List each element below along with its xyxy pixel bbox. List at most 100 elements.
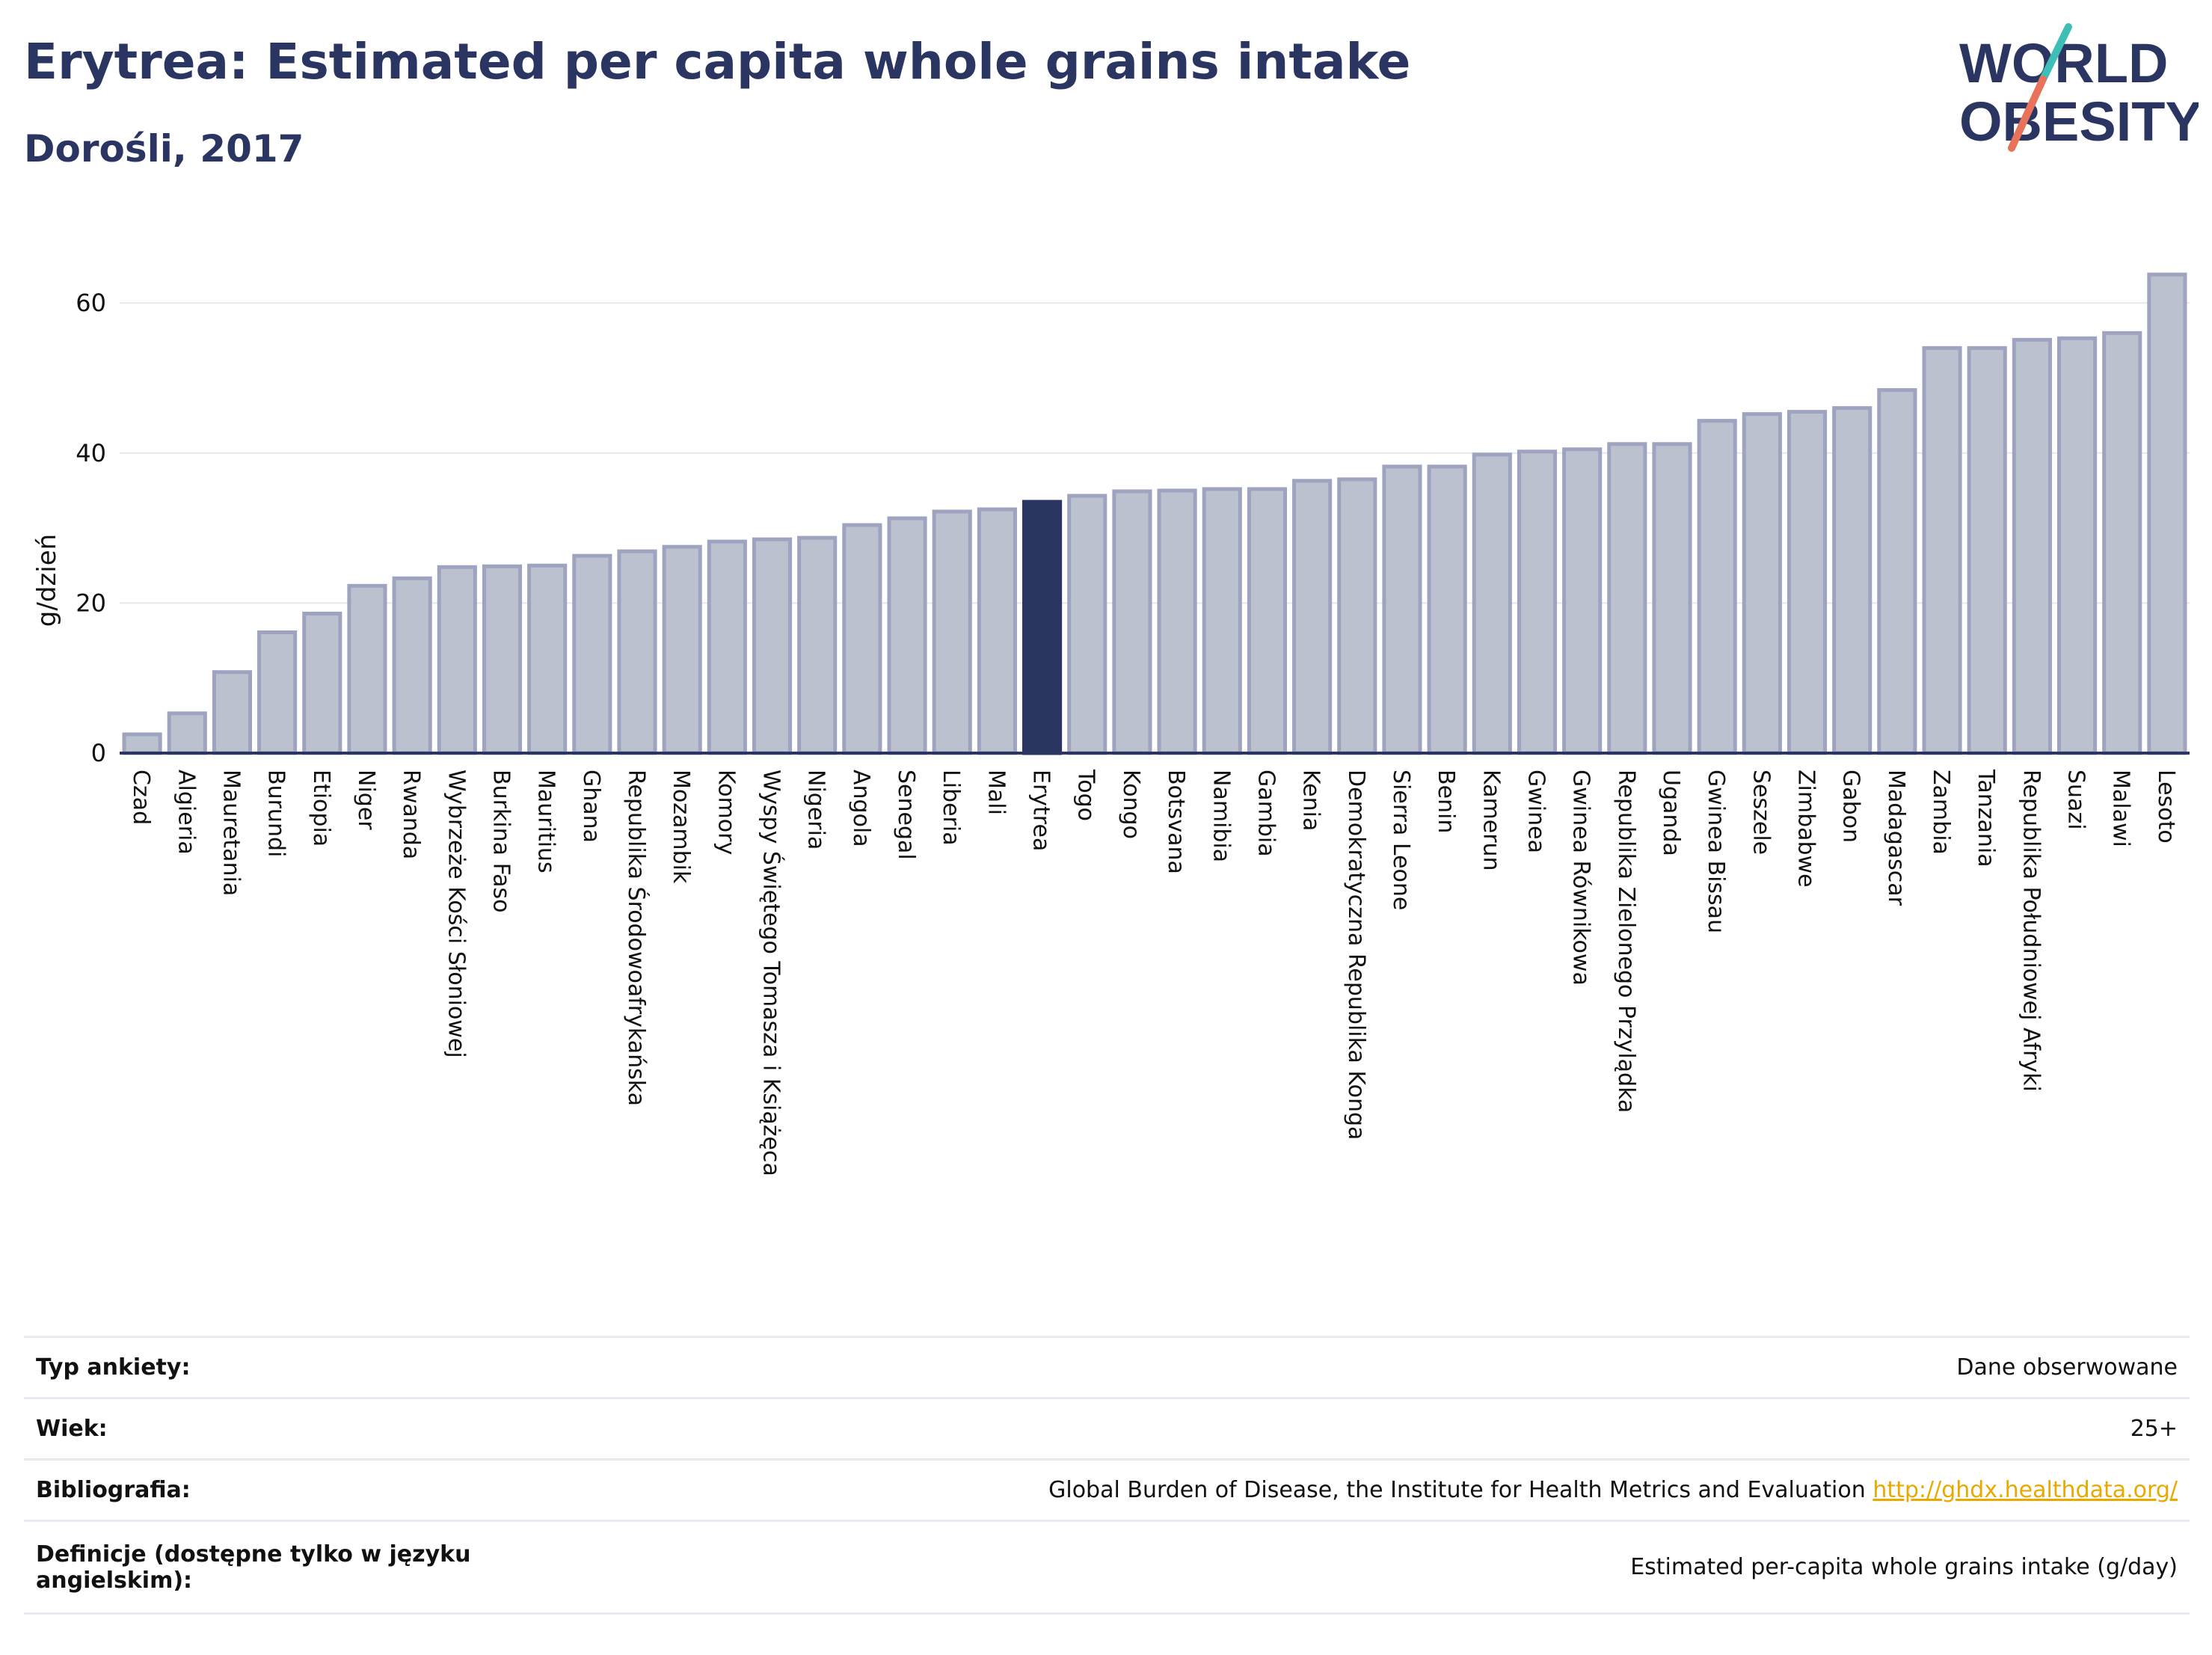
- x-tick-label: Czad: [128, 770, 154, 825]
- logo-slash-coral: [2008, 76, 2047, 152]
- bar-algieria[interactable]: [167, 711, 207, 755]
- source-link[interactable]: http://ghdx.healthdata.org/: [1872, 1477, 2178, 1503]
- y-tick-label: 40: [76, 439, 106, 467]
- detail-label: Typ ankiety:: [24, 1336, 556, 1398]
- detail-label: Wiek:: [24, 1397, 556, 1460]
- x-tick-label: Suazi: [2063, 770, 2089, 830]
- bar-republika-zielonego-przylądka[interactable]: [1607, 442, 1647, 755]
- y-tick-label: 20: [76, 589, 106, 617]
- detail-value: Global Burden of Disease, the Institute …: [1048, 1477, 1866, 1503]
- detail-row-definitions: Definicje (dostępne tylko w języku angie…: [24, 1520, 2190, 1615]
- x-tick-label: Liberia: [938, 770, 964, 846]
- x-tick-label: Mozambik: [668, 770, 694, 884]
- y-tick-label: 0: [91, 739, 106, 767]
- x-tick-label: Etiopia: [308, 770, 334, 847]
- x-tick-label: Zambia: [1928, 770, 1954, 855]
- x-tick-label: Ghana: [578, 770, 604, 843]
- bar-botsvana[interactable]: [1157, 488, 1197, 755]
- bar-suazi[interactable]: [2056, 336, 2098, 755]
- details-table: Typ ankiety: Dane obserwowane Wiek: 25+ …: [24, 1336, 2190, 1615]
- bar-burkina-faso[interactable]: [482, 564, 523, 755]
- x-tick-label: Botsvana: [1163, 770, 1189, 874]
- x-tick-label: Wyspy Świętego Tomasza i Książęca: [758, 770, 786, 1176]
- x-tick-label: Benin: [1433, 770, 1459, 833]
- bar-gwinea-równikowa[interactable]: [1562, 447, 1603, 755]
- bar-republika-południowej-afryki[interactable]: [2012, 337, 2052, 755]
- chart-title: Erytrea: Estimated per capita whole grai…: [24, 33, 1411, 90]
- bar-niger[interactable]: [347, 583, 387, 755]
- bar-senegal[interactable]: [887, 516, 927, 755]
- x-tick-label: Gwinea Bissau: [1703, 770, 1729, 933]
- bar-mauritius[interactable]: [527, 563, 568, 755]
- x-tick-label: Burundi: [263, 770, 289, 857]
- x-tick-label: Gwinea: [1523, 770, 1549, 853]
- bar-uganda[interactable]: [1652, 442, 1692, 755]
- bar-sierra-leone[interactable]: [1382, 464, 1422, 755]
- detail-label: Bibliografia:: [24, 1458, 556, 1521]
- x-tick-label: Republika Południowej Afryki: [2018, 770, 2044, 1092]
- bar-mozambik[interactable]: [662, 544, 702, 755]
- bar-gwinea[interactable]: [1517, 449, 1558, 755]
- x-tick-label: Kamerun: [1478, 770, 1504, 871]
- bar-komory[interactable]: [707, 539, 747, 755]
- bar-republika-środowoafrykańska[interactable]: [617, 549, 657, 755]
- x-tick-label: Gwinea Równikowa: [1568, 770, 1594, 986]
- x-tick-label: Niger: [353, 770, 379, 830]
- bar-benin[interactable]: [1427, 464, 1467, 755]
- detail-row-survey-type: Typ ankiety: Dane obserwowane: [24, 1336, 2190, 1398]
- detail-value: Dane obserwowane: [556, 1336, 2190, 1398]
- bar-malawi[interactable]: [2102, 331, 2142, 755]
- x-tick-label: Sierra Leone: [1388, 770, 1414, 910]
- bar-zimbabwe[interactable]: [1787, 410, 1828, 755]
- bar-chart: 0 20 40 60 Czad Algieria Mauretania Burundi Eti…: [32, 272, 2190, 1176]
- x-tick-label: Kenia: [1298, 770, 1324, 831]
- bar-namibia[interactable]: [1202, 487, 1242, 755]
- bar-lesoto[interactable]: [2147, 272, 2187, 755]
- x-tick-label: Gambia: [1253, 770, 1279, 857]
- bar-gambia[interactable]: [1247, 487, 1288, 755]
- bar-liberia[interactable]: [932, 509, 972, 755]
- bar-demokratyczna-republika-konga[interactable]: [1337, 477, 1377, 755]
- bar-gabon[interactable]: [1832, 406, 1872, 755]
- bar-nigeria[interactable]: [797, 535, 838, 755]
- bar-seszele[interactable]: [1742, 412, 1782, 755]
- chart-subtitle: Dorośli, 2017: [24, 127, 304, 171]
- x-tick-label: Zimbabwe: [1793, 770, 1819, 888]
- bar-mali[interactable]: [977, 507, 1017, 755]
- x-tick-label: Lesoto: [2153, 770, 2179, 844]
- bar-burundi[interactable]: [257, 630, 298, 755]
- bar-togo[interactable]: [1067, 494, 1107, 755]
- x-tick-label: Demokratyczna Republika Konga: [1343, 770, 1369, 1140]
- y-axis-label: g/dzień: [32, 534, 62, 627]
- x-tick-label: Burkina Faso: [488, 770, 514, 912]
- bar-wyspy-świętego-tomasza-i-książęca[interactable]: [752, 537, 793, 755]
- x-tick-label: Republika Środowoafrykańska: [623, 770, 651, 1106]
- x-tick-label: Malawi: [2108, 770, 2134, 847]
- logo-slash-teal: [2039, 23, 2072, 83]
- x-tick-label: Wybrzeże Kości Słoniowej: [443, 770, 469, 1058]
- detail-value: Estimated per-capita whole grains intake…: [556, 1520, 2190, 1615]
- bar-kenia[interactable]: [1292, 479, 1333, 755]
- bar-etiopia[interactable]: [302, 611, 342, 755]
- bar-czad[interactable]: [122, 732, 162, 755]
- bar-kamerun[interactable]: [1472, 452, 1512, 755]
- bar-ghana[interactable]: [572, 553, 612, 755]
- detail-label: Definicje (dostępne tylko w języku angie…: [24, 1520, 556, 1615]
- x-tick-label: Rwanda: [398, 770, 424, 859]
- detail-row-bibliography: Bibliografia: Global Burden of Disease, …: [24, 1458, 2190, 1521]
- bar-erytrea[interactable]: [1021, 500, 1063, 755]
- x-tick-label: Togo: [1073, 769, 1099, 821]
- bar-mauretania[interactable]: [212, 670, 253, 755]
- x-tick-label: Madagascar: [1883, 770, 1909, 906]
- bar-madagascar[interactable]: [1877, 388, 1917, 755]
- bar-gwinea-bissau[interactable]: [1697, 419, 1737, 755]
- bar-kongo[interactable]: [1112, 489, 1152, 755]
- bar-angola[interactable]: [842, 523, 882, 755]
- world-obesity-logo: WORLD OBESITY: [1959, 23, 2199, 153]
- bar-rwanda[interactable]: [392, 576, 432, 755]
- x-tick-label: Mauritius: [533, 770, 559, 873]
- bar-tanzania[interactable]: [1967, 346, 2007, 755]
- detail-value: 25+: [556, 1397, 2190, 1460]
- bar-zambia[interactable]: [1922, 346, 1962, 755]
- bar-wybrzeże-kości-słoniowej[interactable]: [437, 565, 477, 755]
